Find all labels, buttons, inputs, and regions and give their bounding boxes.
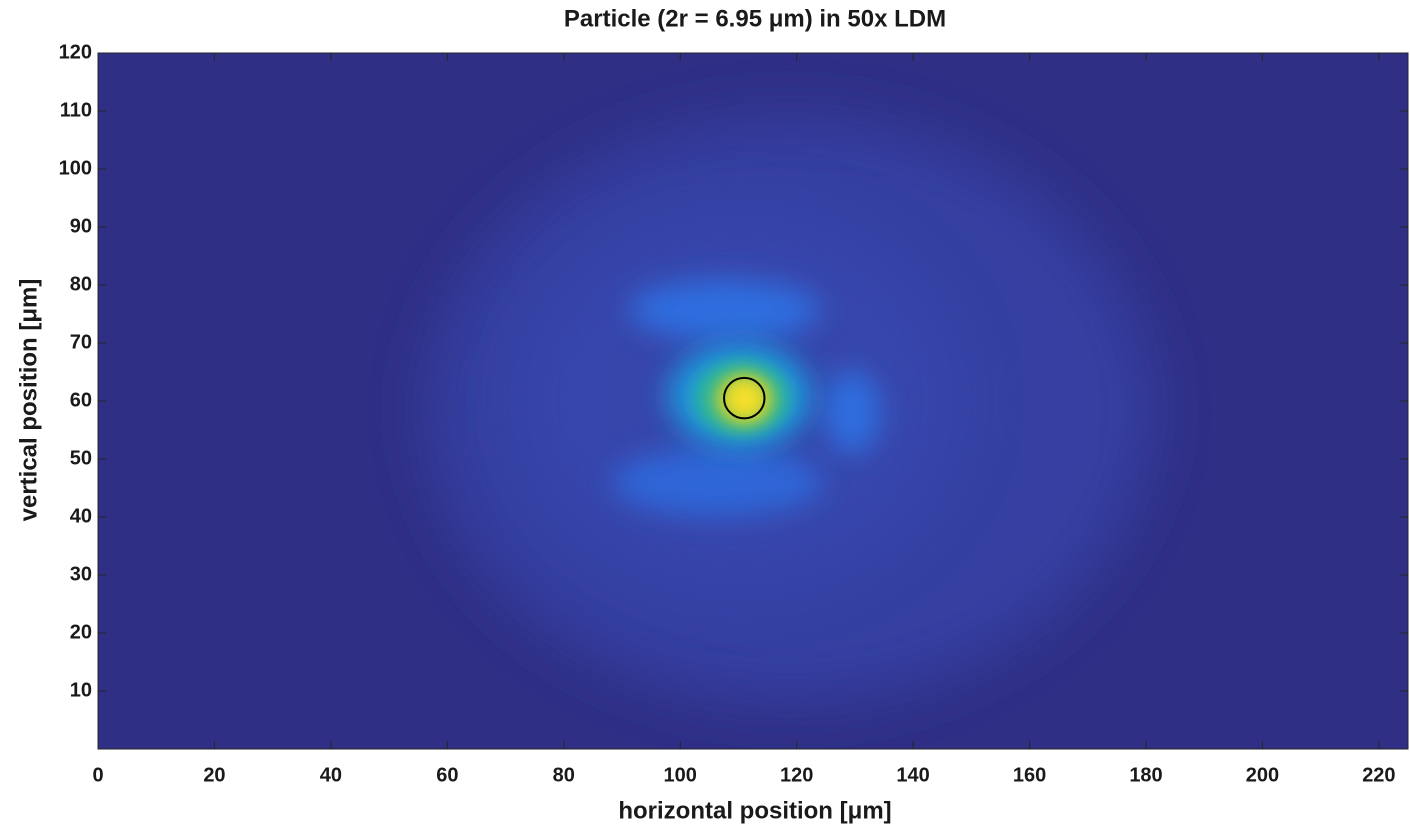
- x-tick-label: 200: [1246, 764, 1279, 786]
- y-tick-label: 10: [70, 679, 92, 701]
- x-tick-label: 40: [320, 764, 342, 786]
- y-tick-label: 120: [59, 41, 92, 63]
- y-tick-label: 90: [70, 215, 92, 237]
- y-tick-label: 50: [70, 447, 92, 469]
- x-axis-label: horizontal position [μm]: [618, 797, 891, 824]
- y-tick-label: 40: [70, 505, 92, 527]
- y-tick-label: 60: [70, 389, 92, 411]
- x-tick-label: 220: [1362, 764, 1395, 786]
- particle-circle: [723, 376, 766, 420]
- chart-title: Particle (2r = 6.95 μm) in 50x LDM: [564, 5, 946, 32]
- y-tick-label: 80: [70, 273, 92, 295]
- x-tick-label: 60: [436, 764, 458, 786]
- heatmap: [98, 53, 1408, 749]
- y-tick-label: 100: [59, 157, 92, 179]
- y-axis-label: vertical position [μm]: [15, 279, 42, 522]
- x-tick-label: 80: [553, 764, 575, 786]
- y-tick-label: 110: [60, 99, 92, 121]
- y-tick-label: 70: [70, 331, 92, 353]
- x-tick-label: 140: [896, 764, 929, 786]
- x-tick-label: 100: [664, 764, 697, 786]
- x-tick-label: 180: [1129, 764, 1162, 786]
- x-tick-label: 20: [203, 764, 225, 786]
- x-tick-label: 160: [1013, 764, 1046, 786]
- x-tick-label: 120: [780, 764, 813, 786]
- x-tick-label: 0: [92, 764, 103, 786]
- y-tick-label: 20: [70, 621, 92, 643]
- y-tick-label: 30: [70, 563, 92, 585]
